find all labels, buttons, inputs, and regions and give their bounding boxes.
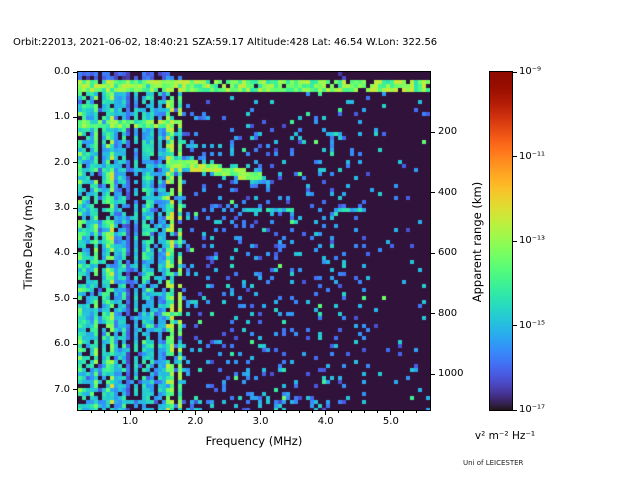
colorbar-tick-label: 10⁻¹⁵: [519, 319, 546, 331]
x-minor-tick-mark: [273, 411, 275, 413]
x-minor-tick-mark: [233, 411, 235, 413]
x-minor-tick-mark: [103, 411, 105, 413]
colorbar-tick-mark: [513, 325, 517, 326]
y-tick-mark: [73, 162, 77, 164]
x-minor-tick-mark: [168, 411, 170, 413]
colorbar-tick-mark: [513, 156, 517, 157]
plot-area: [77, 71, 431, 411]
colorbar-tick-label: 10⁻¹³: [519, 235, 546, 246]
x-minor-tick-mark: [286, 411, 288, 413]
x-minor-tick-mark: [220, 411, 222, 413]
x-minor-tick-mark: [299, 411, 301, 413]
colorbar-tick-mark: [513, 240, 517, 242]
right-tick-label: 400: [438, 186, 458, 198]
x-minor-tick-mark: [142, 411, 144, 413]
x-minor-tick-mark: [207, 411, 209, 413]
x-minor-tick-mark: [312, 411, 314, 413]
x-minor-tick-mark: [351, 411, 353, 413]
x-minor-tick-mark: [90, 411, 92, 413]
right-tick-mark: [431, 131, 435, 133]
plot-title: Orbit:22013, 2021-06-02, 18:40:21 SZA:59…: [13, 37, 438, 48]
right-tick-mark: [431, 252, 435, 254]
x-tick-mark: [194, 411, 196, 415]
x-minor-tick-mark: [416, 411, 418, 413]
y-tick-label: 0.0: [54, 66, 70, 77]
x-minor-tick-mark: [377, 411, 379, 413]
colorbar-tick-mark: [513, 71, 517, 73]
right-axis-label: Apparent range (km): [470, 181, 484, 303]
x-minor-tick-mark: [364, 411, 366, 413]
x-tick-mark: [390, 411, 392, 415]
x-minor-tick-mark: [403, 411, 405, 413]
x-tick-label: 5.0: [382, 416, 399, 427]
colorbar-tick-label: 10⁻¹⁷: [519, 404, 546, 415]
y-tick-mark: [73, 298, 77, 300]
x-minor-tick-mark: [155, 411, 157, 413]
colorbar-gradient: [490, 72, 512, 410]
right-tick-label: 200: [438, 126, 458, 138]
x-minor-tick-mark: [116, 411, 118, 413]
x-tick-label: 4.0: [317, 416, 334, 427]
x-tick-label: 1.0: [122, 416, 139, 427]
right-tick-mark: [431, 373, 435, 375]
x-minor-tick-mark: [246, 411, 248, 413]
x-tick-label: 3.0: [252, 416, 269, 427]
colorbar-tick-mark: [513, 409, 517, 411]
y-tick-label: 5.0: [54, 292, 70, 304]
colorbar-tick-label: 10⁻⁹: [519, 66, 542, 77]
y-tick-mark: [73, 252, 77, 254]
right-tick-label: 1000: [438, 368, 464, 380]
right-tick-label: 600: [438, 247, 458, 259]
y-tick-label: 7.0: [54, 383, 70, 395]
colorbar: [489, 71, 513, 411]
right-tick-mark: [431, 313, 435, 315]
y-tick-mark: [73, 116, 77, 118]
spectrogram-heatmap: [78, 72, 430, 410]
x-axis-label: Frequency (MHz): [205, 434, 303, 448]
y-tick-mark: [73, 343, 77, 345]
x-minor-tick-mark: [338, 411, 340, 413]
y-tick-label: 3.0: [54, 202, 70, 214]
y-tick-label: 4.0: [54, 247, 70, 259]
right-tick-label: 800: [438, 307, 458, 319]
y-tick-label: 1.0: [54, 111, 70, 123]
y-tick-mark: [73, 389, 77, 391]
y-tick-mark: [73, 207, 77, 209]
x-tick-mark: [260, 411, 262, 415]
right-tick-mark: [431, 192, 435, 194]
x-tick-mark: [129, 411, 131, 415]
y-tick-mark: [73, 71, 77, 73]
colorbar-tick-label: 10⁻¹¹: [519, 150, 546, 162]
y-tick-label: 6.0: [54, 338, 70, 350]
y-tick-label: 2.0: [54, 156, 70, 168]
credit-text: Uni of LEICESTER: [463, 459, 524, 467]
x-tick-mark: [325, 411, 327, 415]
y-axis-label: Time Delay (ms): [21, 194, 35, 290]
x-tick-label: 2.0: [187, 416, 204, 427]
colorbar-unit-label: v² m⁻² Hz⁻¹: [474, 430, 536, 442]
x-minor-tick-mark: [181, 411, 183, 413]
